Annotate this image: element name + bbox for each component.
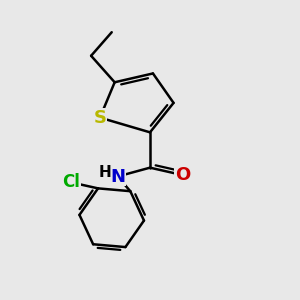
Text: Cl: Cl (63, 173, 80, 191)
Text: H: H (99, 165, 112, 180)
Text: N: N (110, 167, 125, 185)
Text: S: S (93, 109, 106, 127)
Text: O: O (175, 166, 190, 184)
